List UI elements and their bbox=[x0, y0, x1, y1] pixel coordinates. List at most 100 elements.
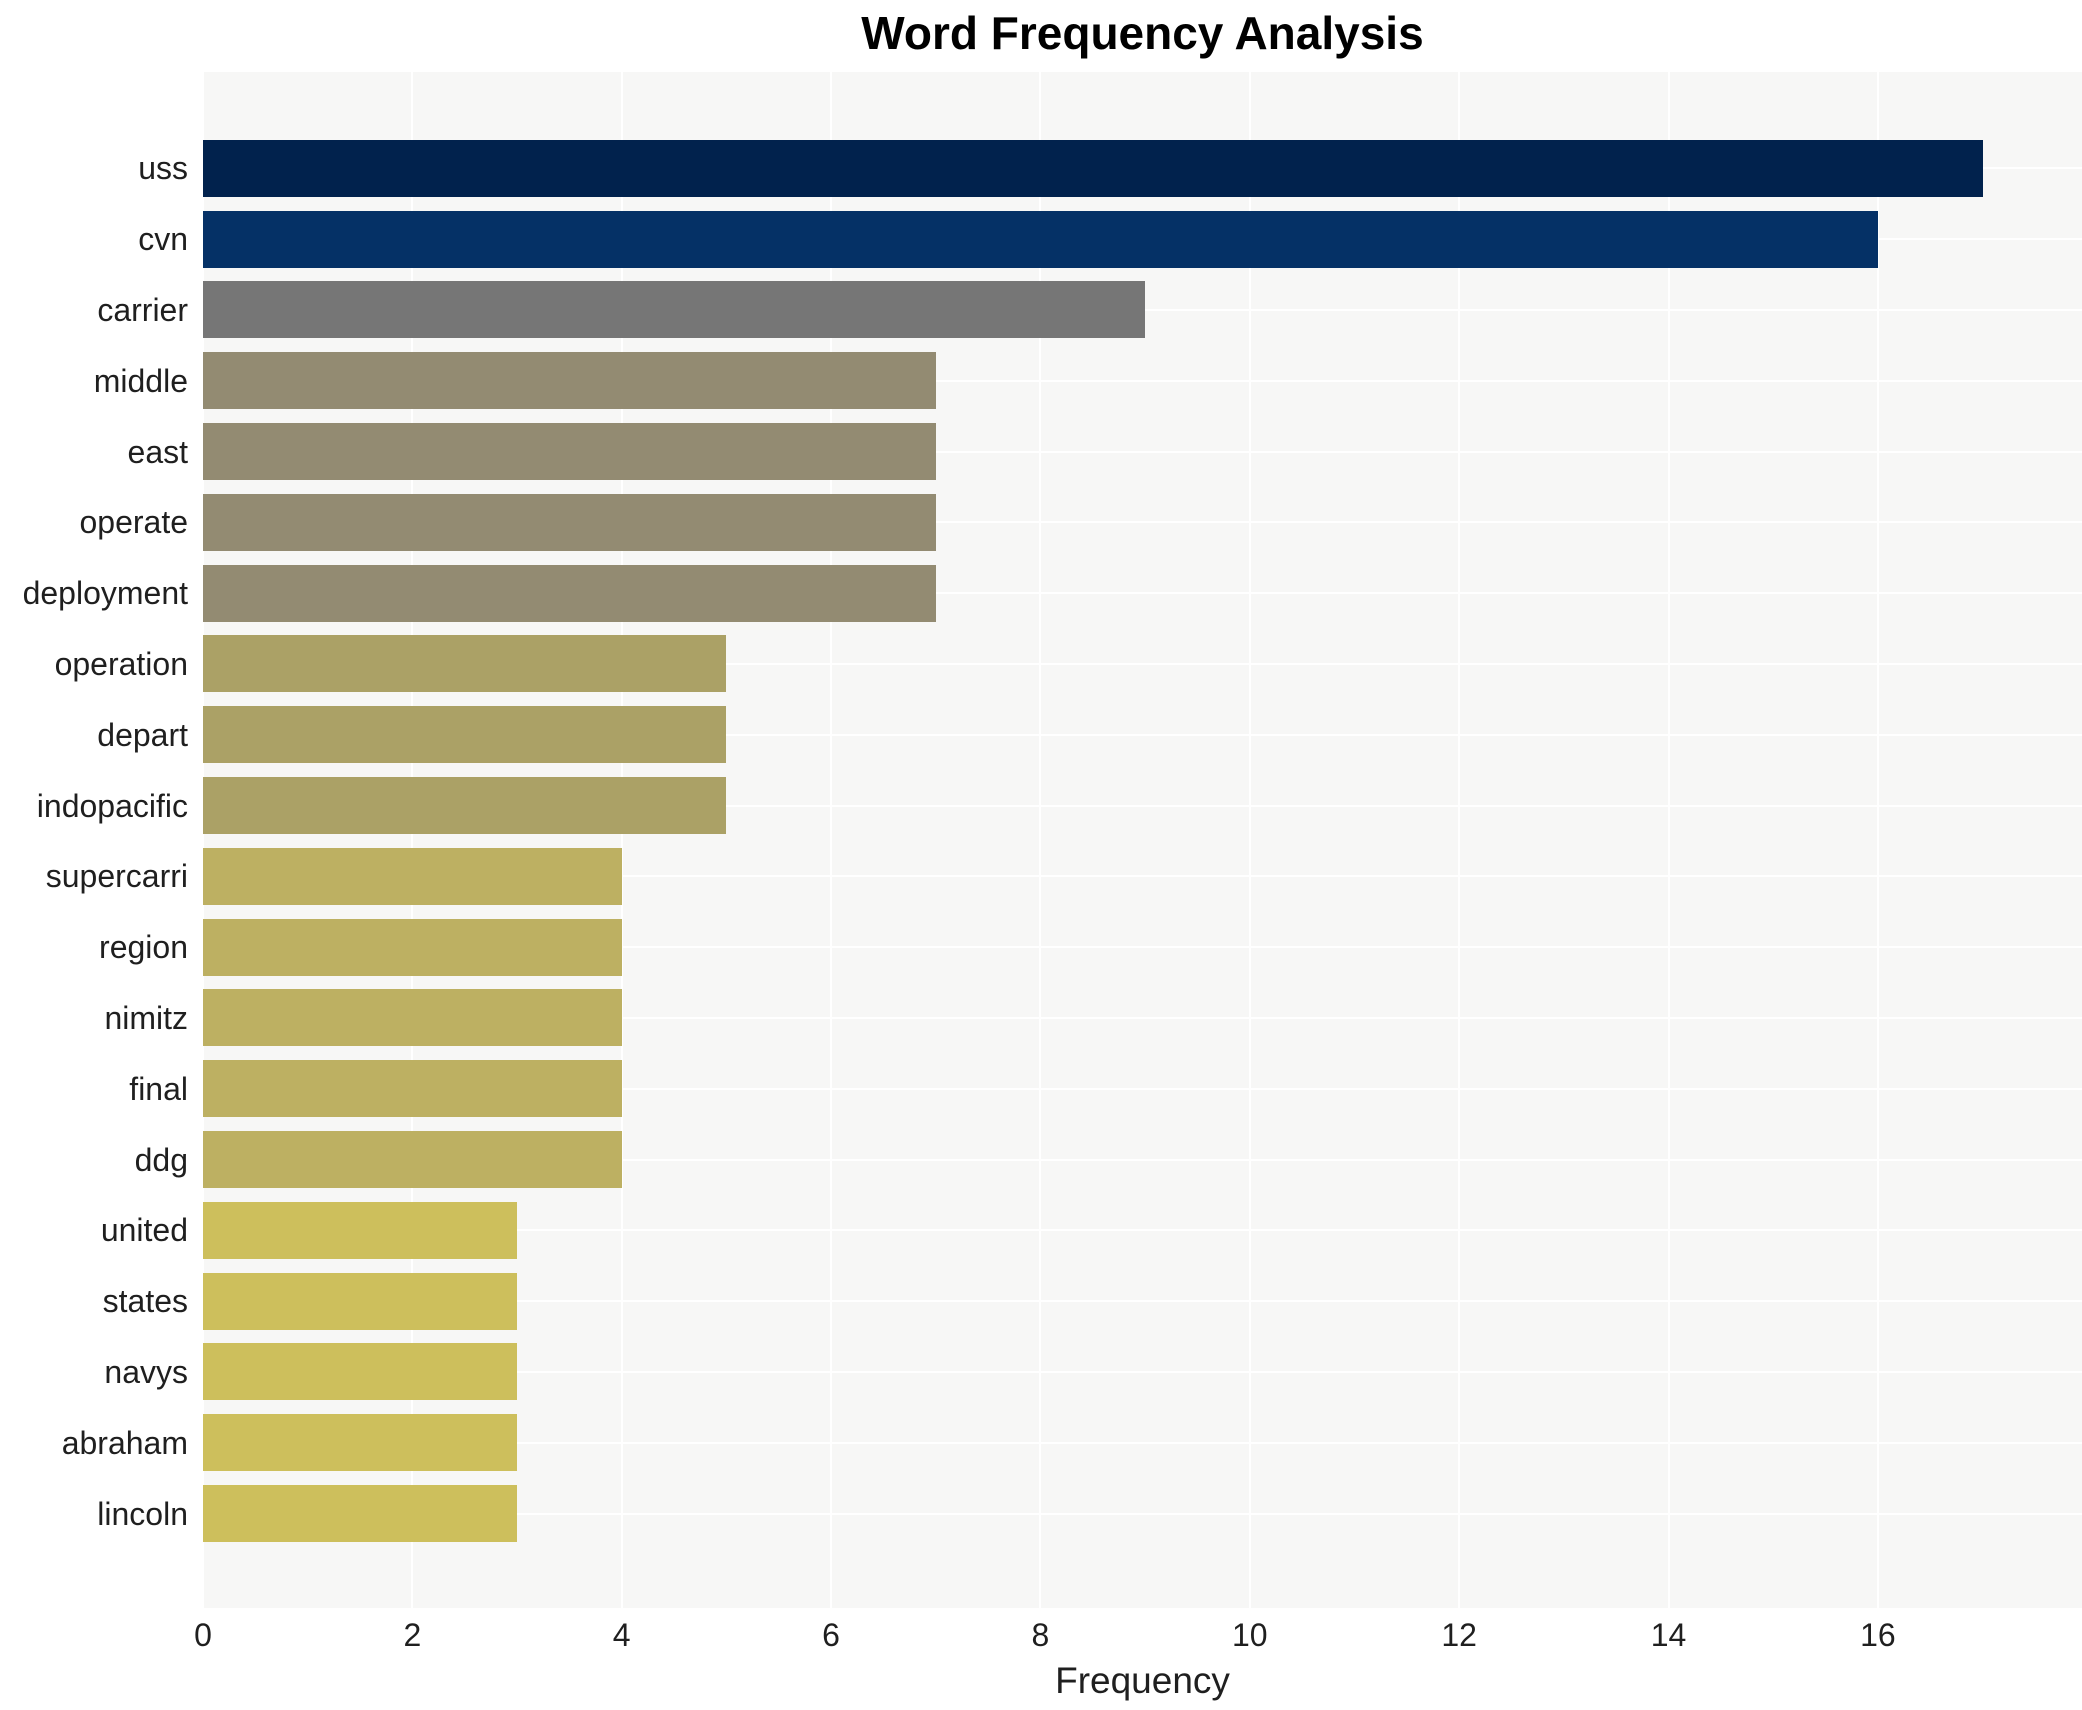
horizontal-gridline bbox=[203, 1371, 2082, 1373]
chart-title: Word Frequency Analysis bbox=[861, 7, 1424, 59]
bar-track bbox=[203, 275, 2082, 346]
bar-track bbox=[203, 841, 2082, 912]
bar-row: east bbox=[0, 416, 2082, 487]
category-label: states bbox=[102, 1283, 188, 1320]
vertical-gridline bbox=[1039, 72, 1042, 1608]
bar-row: depart bbox=[0, 699, 2082, 770]
horizontal-gridline bbox=[203, 1300, 2082, 1303]
category-label: lincoln bbox=[97, 1495, 188, 1532]
vertical-gridline bbox=[830, 72, 833, 1608]
category-label: cvn bbox=[138, 221, 188, 258]
bar-track bbox=[203, 1478, 2082, 1549]
horizontal-gridline bbox=[203, 1229, 2082, 1232]
bar-navys bbox=[203, 1343, 518, 1401]
vertical-gridline bbox=[1876, 72, 1879, 1608]
x-axis-label: Frequency bbox=[1055, 1660, 1230, 1701]
bar-row: carrier bbox=[0, 275, 2082, 346]
horizontal-gridline bbox=[203, 663, 2082, 665]
bar-track bbox=[203, 345, 2082, 416]
bar-uss bbox=[203, 139, 1983, 197]
x-tick-label: 12 bbox=[1441, 1617, 1477, 1653]
horizontal-gridline bbox=[203, 1441, 2082, 1444]
bar-deployment bbox=[203, 564, 936, 622]
vertical-gridline bbox=[620, 72, 623, 1608]
bar-track bbox=[203, 1337, 2082, 1408]
bar-row: operation bbox=[0, 629, 2082, 700]
horizontal-gridline bbox=[203, 1017, 2082, 1019]
x-axis-ticks: 0 2 4 6 8 10 12 14 16 bbox=[194, 1617, 2082, 1659]
horizontal-gridline bbox=[203, 804, 2082, 807]
bar-row: cvn bbox=[0, 204, 2082, 275]
horizontal-gridline bbox=[203, 1158, 2082, 1161]
horizontal-gridline bbox=[203, 733, 2082, 736]
category-label: navys bbox=[104, 1353, 188, 1390]
bar-track bbox=[203, 1195, 2082, 1266]
bar-operate bbox=[203, 493, 936, 551]
bar-final bbox=[203, 1060, 622, 1118]
x-tick-label: 16 bbox=[1860, 1617, 1896, 1653]
horizontal-gridline bbox=[203, 1087, 2082, 1090]
bar-row: lincoln bbox=[0, 1478, 2082, 1549]
bar-row: final bbox=[0, 1053, 2082, 1124]
vertical-gridline bbox=[202, 72, 204, 1608]
bar-track bbox=[203, 416, 2082, 487]
x-tick-label: 14 bbox=[1650, 1617, 1687, 1653]
category-label: operate bbox=[79, 504, 188, 541]
horizontal-gridline bbox=[203, 521, 2082, 524]
bar-lincoln bbox=[203, 1485, 518, 1543]
x-tick-label: 6 bbox=[822, 1617, 840, 1653]
bar-indopacific bbox=[203, 777, 727, 835]
category-label: final bbox=[129, 1070, 188, 1107]
bar-rows: uss cvn carrier middle east operate deployment… bbox=[0, 133, 2082, 1549]
vertical-gridline bbox=[1248, 72, 1251, 1608]
bar-east bbox=[203, 423, 936, 481]
x-tick-label: 4 bbox=[612, 1617, 631, 1653]
bar-abraham bbox=[203, 1414, 518, 1472]
category-label: abraham bbox=[61, 1424, 188, 1461]
category-label: nimitz bbox=[104, 999, 188, 1036]
category-label: supercarri bbox=[45, 858, 188, 895]
bar-row: nimitz bbox=[0, 983, 2082, 1054]
horizontal-gridline bbox=[203, 946, 2082, 949]
bar-row: supercarri bbox=[0, 841, 2082, 912]
category-label: operation bbox=[54, 645, 188, 682]
bar-row: ddg bbox=[0, 1124, 2082, 1195]
bar-row: united bbox=[0, 1195, 2082, 1266]
category-label: middle bbox=[93, 362, 188, 399]
bar-track bbox=[203, 629, 2082, 700]
bar-track bbox=[203, 983, 2082, 1054]
bar-united bbox=[203, 1201, 518, 1259]
bar-row: abraham bbox=[0, 1407, 2082, 1478]
bar-track bbox=[203, 1124, 2082, 1195]
bar-track bbox=[203, 204, 2082, 275]
vertical-gridline bbox=[1667, 72, 1670, 1608]
bar-supercarri bbox=[203, 847, 622, 905]
x-tick-label: 8 bbox=[1031, 1617, 1050, 1653]
bar-row: uss bbox=[0, 133, 2082, 204]
bar-track bbox=[203, 770, 2082, 841]
bar-row: region bbox=[0, 912, 2082, 983]
bar-row: indopacific bbox=[0, 770, 2082, 841]
category-label: deployment bbox=[22, 575, 188, 612]
category-label: ddg bbox=[134, 1141, 188, 1178]
horizontal-gridline bbox=[203, 592, 2082, 595]
bar-ddg bbox=[203, 1131, 622, 1189]
horizontal-gridline bbox=[203, 379, 2082, 382]
bar-track bbox=[203, 1266, 2082, 1337]
bar-row: states bbox=[0, 1266, 2082, 1337]
bar-cvn bbox=[203, 210, 1878, 268]
bar-track bbox=[203, 912, 2082, 983]
bar-track bbox=[203, 487, 2082, 558]
bar-operation bbox=[203, 635, 727, 693]
horizontal-gridline bbox=[203, 1512, 2082, 1515]
bar-states bbox=[203, 1272, 518, 1330]
vertical-gridline bbox=[411, 72, 414, 1608]
bar-track bbox=[203, 133, 2082, 204]
bar-track bbox=[203, 558, 2082, 629]
bar-track bbox=[203, 1407, 2082, 1478]
bar-middle bbox=[203, 352, 936, 410]
category-label: region bbox=[99, 929, 188, 966]
category-label: uss bbox=[138, 150, 188, 187]
bar-row: navys bbox=[0, 1337, 2082, 1408]
category-label: east bbox=[127, 433, 188, 470]
